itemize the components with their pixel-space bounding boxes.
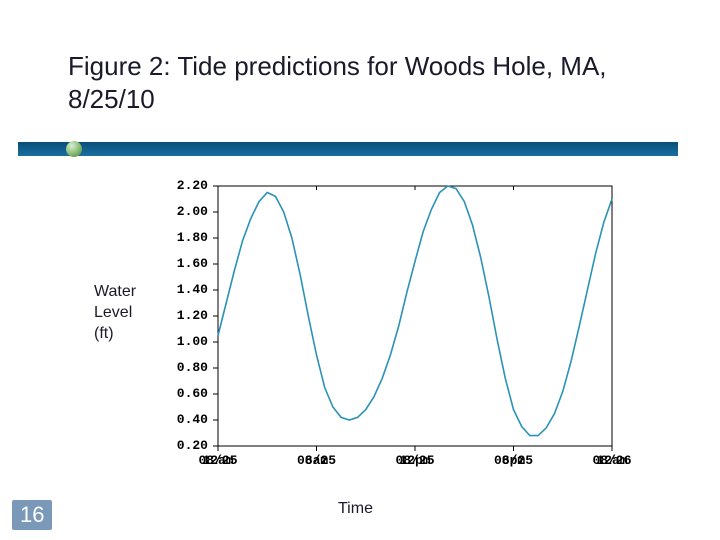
y-axis-label-line3: (ft)	[94, 324, 158, 345]
title-accent-bar	[18, 142, 678, 156]
accent-dot-icon	[66, 141, 82, 157]
page-number: 16	[12, 500, 52, 530]
y-tick-label: 0.40	[168, 412, 208, 427]
tide-chart: 2.202.001.801.601.401.201.000.800.600.40…	[178, 180, 618, 484]
figure-title: Figure 2: Tide predictions for Woods Hol…	[68, 50, 668, 115]
y-axis-label: Water Level (ft)	[94, 282, 158, 344]
y-tick-label: 1.60	[168, 256, 208, 271]
y-tick-label: 1.20	[168, 308, 208, 323]
tide-chart-svg	[178, 180, 618, 484]
y-axis-label-line1: Water	[94, 282, 158, 303]
x-axis-label: Time	[338, 500, 373, 518]
y-tick-label: 2.00	[168, 204, 208, 219]
y-tick-label: 1.00	[168, 334, 208, 349]
y-tick-label: 1.80	[168, 230, 208, 245]
y-tick-label: 2.20	[168, 178, 208, 193]
y-tick-label: 1.40	[168, 282, 208, 297]
y-tick-label: 0.80	[168, 360, 208, 375]
y-tick-label: 0.20	[168, 438, 208, 453]
y-tick-label: 0.60	[168, 386, 208, 401]
y-axis-label-line2: Level	[94, 303, 158, 324]
